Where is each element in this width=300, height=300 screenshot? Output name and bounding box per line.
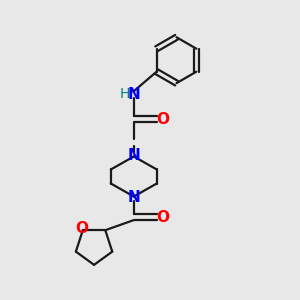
- Text: H: H: [119, 87, 130, 101]
- Text: O: O: [76, 221, 89, 236]
- Text: N: N: [128, 148, 140, 164]
- Text: N: N: [128, 190, 140, 205]
- Text: N: N: [128, 87, 140, 102]
- Text: O: O: [156, 112, 169, 127]
- Text: O: O: [156, 210, 169, 225]
